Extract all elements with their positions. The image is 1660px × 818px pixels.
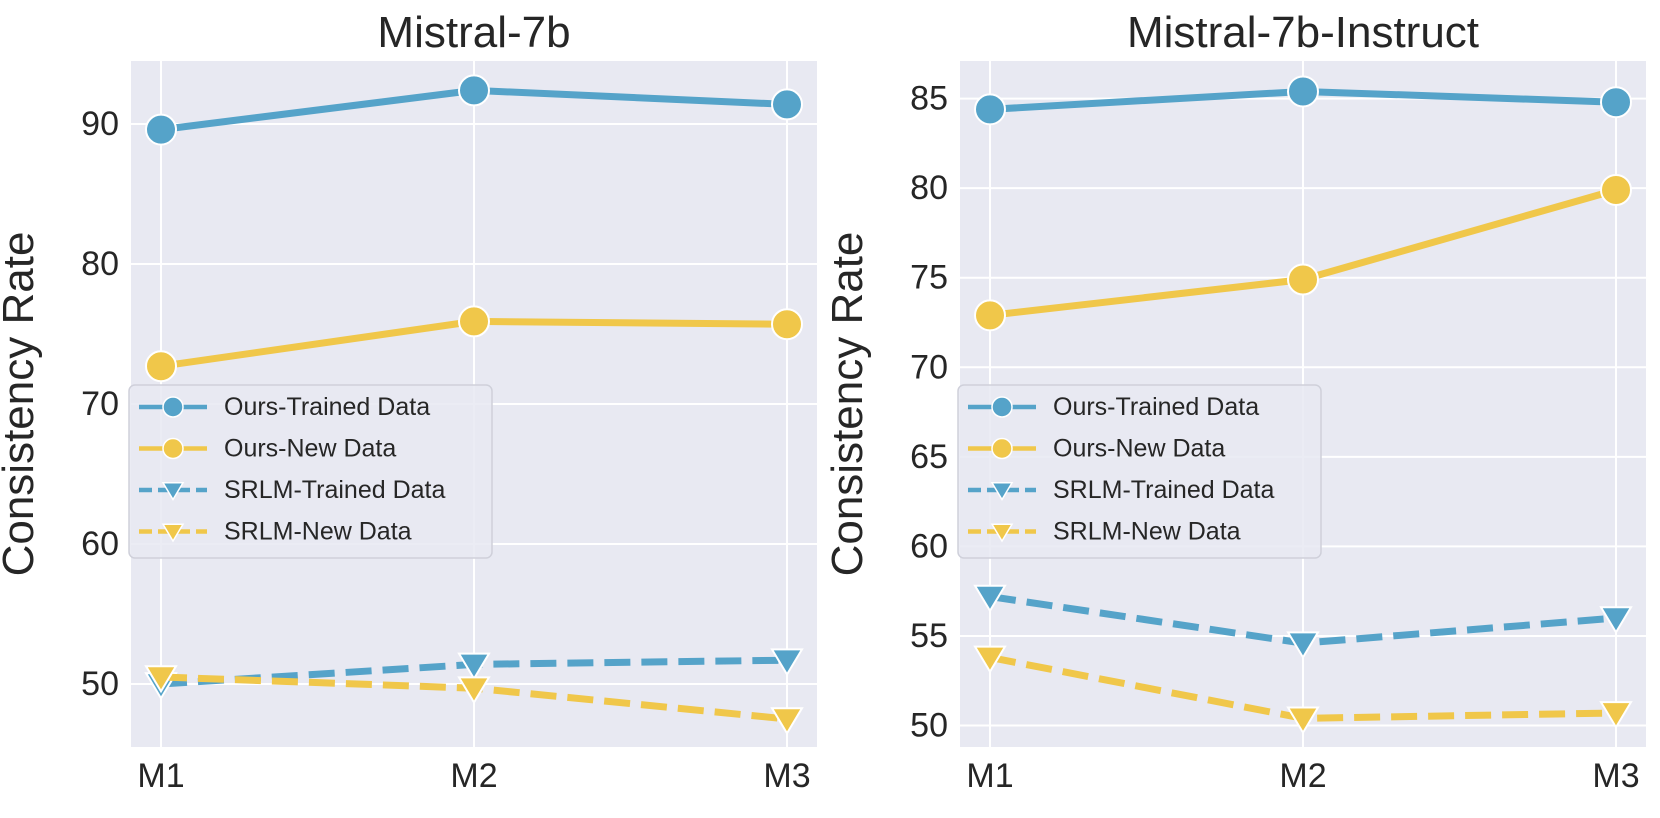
chart-title: Mistral-7b <box>377 8 570 57</box>
data-point <box>1287 75 1319 108</box>
legend-label: SRLM-Trained Data <box>1053 476 1274 504</box>
chart-title: Mistral-7b-Instruct <box>1127 8 1479 57</box>
legend-label: SRLM-Trained Data <box>224 476 445 504</box>
legend-item: SRLM-Trained Data <box>139 476 445 504</box>
legend-item: Ours-New Data <box>139 435 396 463</box>
series-srlm-new-data <box>973 645 1633 735</box>
legend-item: Ours-Trained Data <box>968 393 1259 421</box>
legend-marker <box>162 396 184 418</box>
data-point <box>1286 631 1320 660</box>
data-point <box>974 93 1006 126</box>
legend-item: SRLM-Trained Data <box>968 476 1274 504</box>
y-tick-label: 90 <box>81 105 119 143</box>
data-point <box>1599 606 1633 635</box>
data-point <box>1600 86 1632 119</box>
data-point <box>1599 701 1633 730</box>
data-point <box>457 652 491 681</box>
series-ours-trained-data <box>974 75 1632 126</box>
legend-box <box>957 384 1322 559</box>
legend-label: SRLM-New Data <box>224 518 412 546</box>
series-ours-new-data <box>145 305 803 383</box>
series-srlm-trained-data <box>973 584 1633 660</box>
legend-marker <box>991 396 1013 418</box>
legend-marker <box>990 482 1014 501</box>
legend-item: Ours-New Data <box>968 435 1225 463</box>
chart-2: 50 55 60 65 70 75 80 85 M1 M2 M3 Mistral-7b-Instruc… <box>823 8 1646 795</box>
legend-box <box>128 384 493 559</box>
data-point <box>1600 173 1632 206</box>
data-point <box>458 74 490 107</box>
data-point <box>144 665 178 694</box>
data-point <box>145 350 177 383</box>
legend-item: SRLM-New Data <box>139 518 412 546</box>
data-point <box>771 88 803 121</box>
x-tick-label: M3 <box>763 757 810 795</box>
x-tick-label: M1 <box>137 757 184 795</box>
x-tick-label: M2 <box>450 757 497 795</box>
y-tick-label: 50 <box>910 707 948 745</box>
series-ours-new-data <box>974 173 1632 332</box>
y-tick-label: 60 <box>81 525 119 563</box>
data-point <box>974 299 1006 332</box>
legend-marker <box>990 523 1014 543</box>
data-point <box>771 308 803 341</box>
chart-1: 50 60 70 80 90 M1 M2 M3 Mistral-7b Consistency Ra… <box>0 8 817 795</box>
y-tick-label: 80 <box>910 169 948 207</box>
legend-label: Ours-New Data <box>1053 435 1225 463</box>
data-point <box>458 305 490 338</box>
data-point <box>770 648 804 677</box>
legend-marker <box>162 437 184 460</box>
x-tick-label: M1 <box>966 757 1013 795</box>
legend-marker <box>161 482 185 501</box>
y-tick-label: 60 <box>910 527 948 565</box>
y-tick-label: 70 <box>910 348 948 386</box>
data-point <box>145 113 177 146</box>
legend-label: Ours-New Data <box>224 435 396 463</box>
y-tick-label: 70 <box>81 385 119 423</box>
legend: Ours-Trained Data Ours-New Data SRLM-Train… <box>128 384 493 559</box>
data-point <box>457 676 491 705</box>
data-point <box>973 584 1007 613</box>
data-point <box>973 645 1007 674</box>
data-point <box>1286 706 1320 735</box>
legend-label: Ours-Trained Data <box>224 393 430 421</box>
y-tick-label: 80 <box>81 245 119 283</box>
legend-marker <box>991 437 1013 460</box>
x-tick-label: M3 <box>1592 757 1639 795</box>
y-tick-label: 55 <box>910 617 948 655</box>
x-tick-label: M2 <box>1279 757 1326 795</box>
y-tick-label: 85 <box>910 80 948 118</box>
legend: Ours-Trained Data Ours-New Data SRLM-Train… <box>957 384 1322 559</box>
series-srlm-new-data <box>144 665 804 736</box>
y-tick-label: 75 <box>910 259 948 297</box>
y-axis-label: Consistency Rate <box>823 232 872 577</box>
legend-item: Ours-Trained Data <box>139 393 430 421</box>
legend-label: Ours-Trained Data <box>1053 393 1259 421</box>
y-axis-label: Consistency Rate <box>0 232 43 577</box>
data-point <box>1287 263 1319 296</box>
legend-label: SRLM-New Data <box>1053 518 1241 546</box>
legend-marker <box>161 523 185 543</box>
y-tick-label: 65 <box>910 438 948 476</box>
series-ours-trained-data <box>145 74 803 146</box>
y-tick-label: 50 <box>81 665 119 703</box>
legend-item: SRLM-New Data <box>968 518 1241 546</box>
data-point <box>770 707 804 736</box>
